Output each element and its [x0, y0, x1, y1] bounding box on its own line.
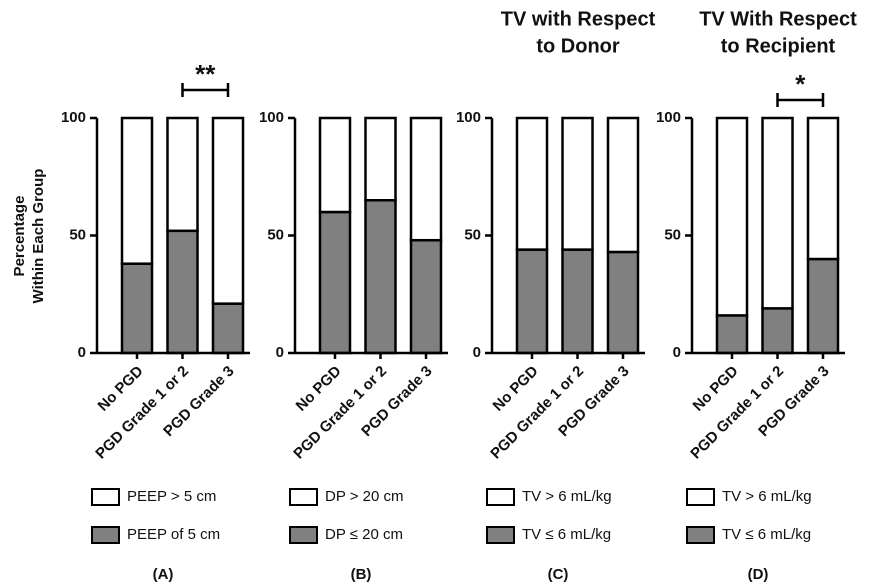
y-tick-label: 0: [276, 344, 284, 361]
significance-bracket: [776, 93, 825, 107]
chart-title: to Recipient: [721, 35, 836, 57]
legend-swatch: [91, 488, 120, 506]
y-tick-label: 50: [267, 226, 284, 243]
bar-segment: [166, 116, 199, 233]
legend-label: TV > 6 mL/kg: [522, 488, 612, 505]
significance-label: *: [795, 69, 806, 99]
legend-swatch: [91, 526, 120, 544]
y-tick-label: 50: [464, 226, 481, 243]
bar-segment: [515, 248, 549, 355]
bar-segment: [120, 116, 154, 265]
bar-segment: [409, 116, 443, 242]
y-tick-label: 100: [656, 109, 681, 126]
bar-segment: [561, 116, 594, 251]
y-tick-label: 100: [61, 109, 86, 126]
legend-swatch: [486, 488, 515, 506]
legend-label: TV ≤ 6 mL/kg: [722, 526, 811, 543]
bar-segment: [211, 302, 245, 355]
legend-label: TV ≤ 6 mL/kg: [522, 526, 611, 543]
bar-segment: [606, 116, 640, 254]
chart-title: TV with Respect: [501, 8, 656, 30]
legend-label: DP > 20 cm: [325, 488, 404, 505]
panel-label: (B): [351, 566, 372, 583]
y-tick-label: 100: [456, 109, 481, 126]
legend-swatch: [686, 488, 715, 506]
y-tick-label: 50: [664, 226, 681, 243]
y-tick-label: 0: [473, 344, 481, 361]
panel-label: (D): [748, 566, 769, 583]
bar-segment: [715, 314, 749, 355]
legend-label: PEEP of 5 cm: [127, 526, 220, 543]
significance-label: **: [195, 59, 216, 89]
legend-swatch: [686, 526, 715, 544]
bar-segment: [761, 307, 794, 355]
bar-segment: [606, 250, 640, 355]
bar-segment: [409, 238, 443, 355]
legend-swatch: [289, 526, 318, 544]
bar-segment: [715, 116, 749, 317]
y-axis-label: Percentage: [11, 196, 28, 277]
bar-segment: [761, 116, 794, 310]
y-tick-label: 50: [69, 226, 86, 243]
y-tick-label: 0: [78, 344, 86, 361]
bar-segment: [561, 248, 594, 355]
legend-swatch: [289, 488, 318, 506]
bar-segment: [364, 199, 397, 355]
legend-label: DP ≤ 20 cm: [325, 526, 403, 543]
bar-segment: [515, 116, 549, 251]
significance-bracket: [181, 83, 230, 97]
bar-segment: [166, 229, 199, 355]
bar-segment: [806, 257, 840, 355]
y-tick-label: 100: [259, 109, 284, 126]
bar-segment: [318, 116, 352, 214]
chart-title: to Donor: [536, 35, 620, 57]
bar-segment: [120, 262, 154, 355]
y-tick-label: 0: [673, 344, 681, 361]
bar-segment: [806, 116, 840, 261]
panel-label: (C): [548, 566, 569, 583]
panel-label: (A): [153, 566, 174, 583]
bar-segment: [211, 116, 245, 305]
legend-label: PEEP > 5 cm: [127, 488, 216, 505]
legend-label: TV > 6 mL/kg: [722, 488, 812, 505]
bar-segment: [364, 116, 397, 202]
legend-swatch: [486, 526, 515, 544]
chart-title: TV With Respect: [699, 8, 857, 30]
bar-segment: [318, 210, 352, 355]
y-axis-label: Within Each Group: [30, 169, 47, 304]
